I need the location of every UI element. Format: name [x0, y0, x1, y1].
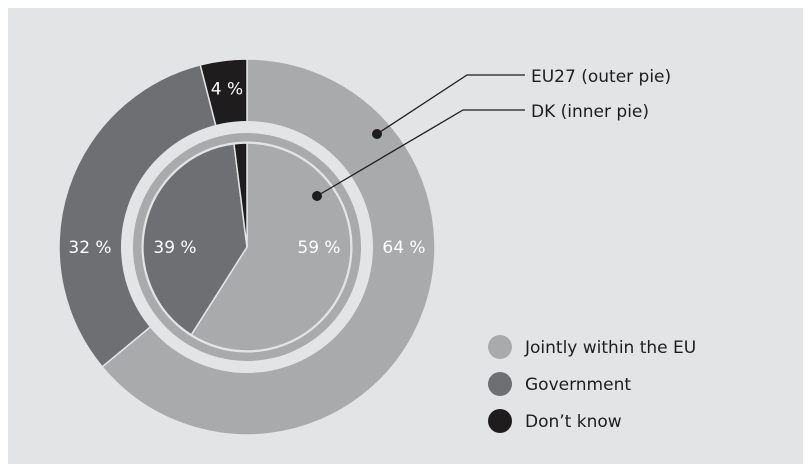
- legend-swatch-jointly-within-the-eu: [488, 335, 512, 359]
- callout-eu27-dot: [372, 129, 382, 139]
- callout-dk-line: [316, 109, 525, 197]
- callouts: EU27 (outer pie) DK (inner pie): [312, 67, 671, 201]
- inner-slice-jointly-within-the-eu: [190, 142, 352, 352]
- legend: Jointly within the EU Government Don’t kno…: [488, 335, 696, 433]
- legend-label-jointly-within-the-eu: Jointly within the EU: [524, 338, 696, 358]
- outer-label-government: 32 %: [68, 238, 111, 258]
- legend-swatch-government: [488, 372, 512, 396]
- inner-slice-don-t-know: [233, 142, 248, 248]
- legend-label-government: Government: [525, 375, 631, 395]
- value-labels: 64 % 32 % 4 % 59 % 39 %: [68, 79, 425, 258]
- outer-label-jointly-within-the-eu: 64 %: [382, 238, 425, 258]
- inner-label-government: 39 %: [153, 238, 196, 258]
- inner-label-jointly-within-the-eu: 59 %: [297, 238, 340, 258]
- callout-dk-label: DK (inner pie): [531, 102, 649, 122]
- inner-pie: [133, 133, 361, 361]
- legend-swatch-don-t-know: [488, 409, 512, 433]
- donut-chart: 64 % 32 % 4 % 59 % 39 % EU27 (outer pie) DK (…: [58, 58, 696, 436]
- callout-eu27-label: EU27 (outer pie): [531, 67, 671, 87]
- chart-panel: 64 % 32 % 4 % 59 % 39 % EU27 (outer pie) DK (…: [8, 8, 803, 464]
- callout-eu27-line: [376, 74, 525, 135]
- inner-slice-government: [142, 142, 248, 336]
- legend-label-don-t-know: Don’t know: [525, 412, 622, 432]
- callout-dk-dot: [312, 191, 322, 201]
- outer-label-don-t-know: 4 %: [211, 79, 243, 99]
